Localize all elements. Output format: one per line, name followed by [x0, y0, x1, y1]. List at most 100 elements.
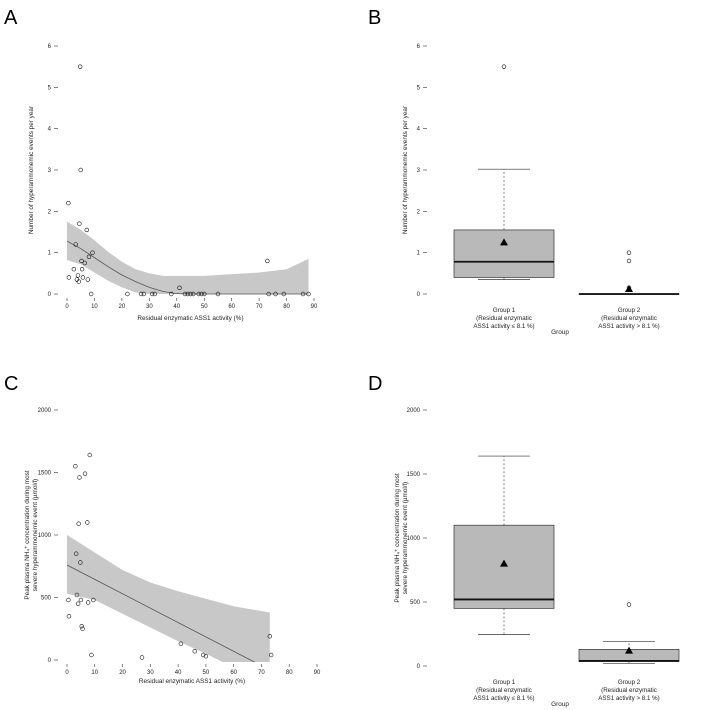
data-point [202, 291, 207, 297]
data-point [87, 452, 92, 458]
data-point [182, 291, 188, 297]
outlier-point [626, 602, 632, 607]
x-tick-label: 0 [65, 304, 69, 310]
y-tick-label: 3 [417, 168, 421, 174]
y-tick-label: 2 [417, 209, 421, 215]
data-point [66, 275, 72, 280]
data-point [267, 634, 272, 639]
data-point [79, 267, 85, 272]
data-point [149, 291, 155, 297]
y-axis-label: severe hyperammonemic event (µmol/l) [32, 479, 39, 591]
data-point [88, 291, 94, 297]
y-tick-label: 6 [417, 44, 421, 50]
y-axis-label: Number of hyperammonemic events per year [28, 105, 35, 234]
data-point [178, 641, 184, 646]
data-point [66, 597, 71, 603]
y-tick-label: 4 [417, 127, 421, 133]
data-point [66, 614, 72, 619]
y-tick-label: 0 [417, 664, 421, 670]
outlier-point [501, 64, 507, 69]
data-point [203, 654, 209, 659]
group-label: Group 1 [493, 307, 516, 314]
mean-marker [500, 238, 508, 246]
x-axis-label: Group [551, 329, 569, 336]
data-point [185, 291, 190, 297]
y-tick-label: 500 [410, 600, 421, 606]
data-point [215, 291, 221, 297]
y-tick-label: 5 [48, 85, 52, 91]
data-point [91, 597, 96, 603]
data-point [273, 291, 278, 297]
y-tick-label: 3 [48, 168, 52, 174]
mean-marker [625, 646, 633, 654]
x-tick-label: 20 [119, 670, 126, 676]
group-label: Group 2 [618, 679, 641, 686]
data-point [73, 242, 78, 247]
panel-letter-b: B [368, 7, 381, 29]
data-point [75, 273, 81, 278]
y-tick-label: 4 [48, 127, 52, 133]
x-tick-label: 40 [173, 304, 180, 310]
y-tick-label: 0 [417, 292, 421, 298]
mean-marker [625, 285, 633, 293]
data-point [89, 652, 94, 658]
x-tick-label: 10 [91, 304, 98, 310]
fit-line [67, 564, 256, 662]
data-point [300, 291, 306, 297]
data-point [85, 520, 90, 525]
data-point [152, 291, 158, 297]
data-point [80, 275, 86, 280]
data-point [73, 551, 79, 556]
x-tick-label: 80 [286, 670, 293, 676]
y-tick-label: 1000 [38, 533, 52, 539]
y-axis-label: severe hyperammonemic event (µmol/l) [402, 482, 409, 594]
data-point [77, 221, 82, 226]
data-point [85, 277, 91, 282]
y-tick-label: 1 [48, 251, 52, 257]
data-point [125, 291, 130, 297]
panel-a-scatter: 0 10 20 30 40 50 60 70 80 90 0 1 2 3 4 5 6 Number of hype… [28, 44, 318, 322]
data-point [79, 624, 84, 629]
panel-letter-d: D [368, 373, 382, 395]
y-axis-label: Number of hyperammonemic events per year [402, 105, 409, 234]
group-label: ASS1 activity > 8.1 %) [598, 323, 659, 330]
data-point [306, 291, 311, 297]
data-point [76, 279, 82, 284]
data-point [84, 227, 89, 233]
y-axis-label: Peak plasma NH₄⁺ concentration during mo… [24, 470, 31, 599]
data-point [281, 291, 287, 297]
data-point [86, 254, 92, 259]
data-point [196, 291, 201, 297]
x-tick-label: 50 [203, 670, 210, 676]
x-tick-label: 40 [175, 670, 182, 676]
mean-marker [500, 559, 508, 567]
data-point [265, 258, 270, 264]
x-tick-label: 80 [283, 304, 290, 310]
data-point [90, 250, 95, 255]
data-point [138, 291, 144, 297]
y-tick-label: 2000 [38, 408, 52, 414]
group-label: Group 2 [618, 307, 641, 314]
data-point [78, 560, 83, 565]
data-point [78, 167, 83, 173]
x-axis-label: Group [551, 701, 569, 708]
y-tick-label: 1500 [38, 471, 52, 477]
data-point [266, 291, 271, 297]
y-tick-label: 2 [48, 209, 52, 215]
data-point [76, 521, 81, 526]
data-point [177, 285, 182, 290]
y-tick-label: 6 [48, 44, 52, 50]
x-tick-label: 90 [311, 304, 318, 310]
data-point [169, 291, 174, 297]
x-tick-label: 90 [314, 670, 321, 676]
group-label: Group 1 [493, 679, 516, 686]
data-point [80, 626, 85, 631]
group-label: (Residual enzymatic [476, 315, 532, 322]
panel-letter-c: C [4, 373, 18, 395]
data-point [82, 471, 88, 476]
y-tick-label: 500 [41, 596, 52, 602]
data-point [78, 597, 84, 603]
confidence-band [67, 221, 309, 294]
x-axis-label: Residual enzymatic ASS1 activity (%) [139, 678, 245, 685]
